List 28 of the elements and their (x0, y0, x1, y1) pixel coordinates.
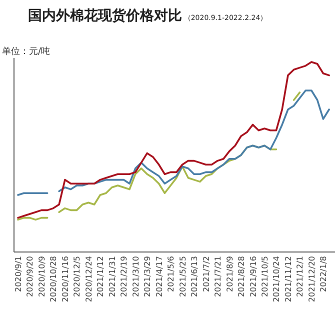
x-tick-label: 2021/3/10 (131, 256, 140, 298)
x-tick-label: 2020/9/20 (26, 256, 35, 298)
x-tick-label: 2021/1/12 (96, 256, 106, 298)
x-tick-label: 2021/7/2 (202, 256, 211, 292)
x-tick-label: 2021/8/9 (225, 256, 234, 292)
x-tick-label: 2021/12/20 (307, 256, 316, 302)
x-tick-label: 2021/11/12 (284, 256, 293, 302)
x-tick-label: 2021/3/29 (143, 256, 152, 298)
x-tick-label: 2021/10/5 (260, 256, 270, 298)
x-tick-label: 2021/5/25 (178, 256, 188, 298)
y-axis-title: 单位：元/吨 (2, 46, 50, 57)
x-tick-label: 2021/9/16 (248, 256, 258, 298)
x-tick-label: 2021/7/21 (214, 256, 223, 298)
x-tick-label: 2021/8/28 (237, 256, 246, 298)
x-tick-label: 2021/5/6 (166, 256, 176, 292)
x-tick-label: 2021/6/13 (190, 256, 200, 298)
x-tick-label: 2021/12/1 (296, 256, 305, 298)
x-tick-label: 2021/4/17 (154, 256, 164, 298)
x-tick-label: 2022/1/8 (319, 256, 328, 292)
x-tick-label: 2020/12/5 (72, 256, 82, 298)
x-tick-label: 2020/12/24 (84, 256, 94, 302)
x-tick-label: 2020/9/1 (14, 256, 23, 292)
x-tick-label: 2021/10/24 (272, 256, 282, 302)
x-tick-label: 2021/2/19 (120, 256, 129, 298)
x-tick-label: 2021/1/31 (108, 256, 117, 298)
x-tick-label: 2020/11/16 (60, 256, 70, 302)
x-tick-label: 2020/10/28 (49, 256, 58, 302)
x-tick-label: 2020/10/9 (37, 256, 46, 298)
